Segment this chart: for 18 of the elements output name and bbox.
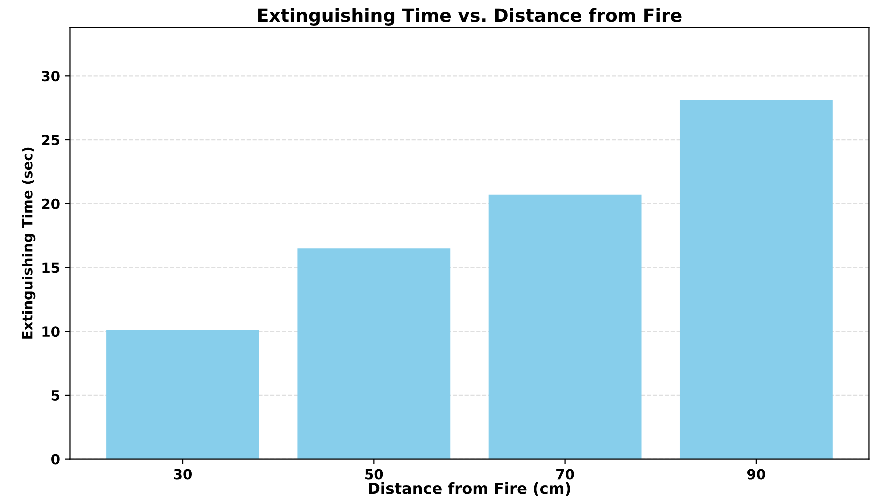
y-tick-label: 5	[52, 390, 60, 401]
x-tick-label: 90	[748, 469, 766, 480]
bar	[298, 248, 451, 460]
x-axis-title: Distance from Fire (cm)	[369, 482, 570, 496]
x-tick-label: 50	[366, 469, 384, 480]
y-tick-label: 20	[42, 198, 60, 210]
x-tick-label: 30	[174, 469, 192, 480]
y-tick-label: 15	[42, 262, 60, 274]
bar	[106, 330, 260, 460]
chart-title: Extinguishing Time vs. Distance from Fire	[258, 8, 682, 26]
x-tick-label: 70	[556, 469, 574, 480]
y-tick-label: 0	[52, 454, 60, 465]
y-tick-label: 30	[42, 71, 60, 82]
y-tick-label: 25	[42, 134, 60, 146]
bar	[488, 194, 642, 460]
bar	[680, 100, 833, 460]
y-axis-title: Extinguishing Time (sec)	[22, 148, 36, 339]
y-tick-label: 10	[42, 326, 60, 338]
